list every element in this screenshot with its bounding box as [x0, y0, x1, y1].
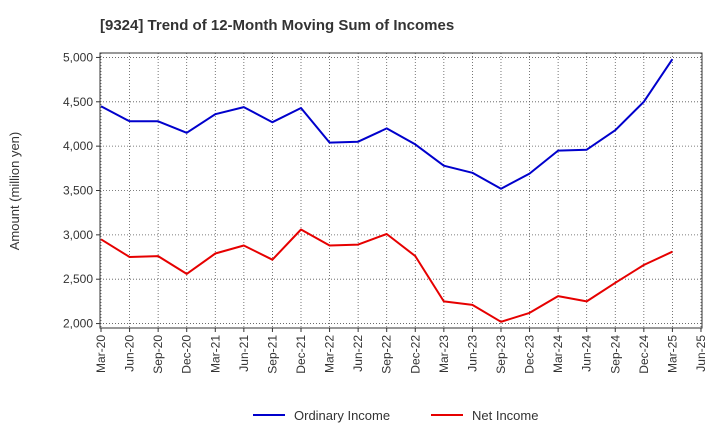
- y-tick-label: 4,500: [63, 95, 93, 109]
- x-tick-label: Jun-20: [123, 335, 137, 372]
- x-tick-label: Mar-25: [665, 335, 679, 373]
- grid-lines: [100, 53, 702, 328]
- x-tick-label: Sep-24: [608, 335, 622, 374]
- x-tick-label: Mar-22: [323, 335, 337, 373]
- x-tick-label: Dec-20: [180, 335, 194, 374]
- y-axis-ticks: 2,000 2,500 3,000 3,500 4,000 4,500 5,000: [63, 50, 100, 331]
- x-tick-label: Mar-20: [94, 335, 108, 373]
- x-tick-label: Sep-21: [265, 335, 279, 374]
- y-axis-label: Amount (million yen): [7, 132, 22, 251]
- x-tick-label: Jun-24: [580, 335, 594, 372]
- x-tick-label: Dec-21: [294, 335, 308, 374]
- series-line-net-income: [100, 228, 673, 323]
- plot-frame: [99, 52, 703, 329]
- x-tick-label: Mar-24: [551, 335, 565, 373]
- legend-label-net-income: Net Income: [472, 408, 538, 423]
- series-lines: [100, 58, 674, 323]
- x-tick-label: Jun-22: [351, 335, 365, 372]
- x-tick-label: Dec-23: [523, 335, 537, 374]
- x-tick-label: Jun-23: [465, 335, 479, 372]
- x-tick-label: Jun-25: [694, 335, 708, 372]
- chart-title: [9324] Trend of 12-Month Moving Sum of I…: [100, 17, 454, 34]
- x-tick-label: Mar-23: [437, 335, 451, 373]
- x-tick-label: Jun-21: [237, 335, 251, 372]
- x-tick-label: Sep-20: [151, 335, 165, 374]
- x-axis-ticks: Mar-20 Jun-20 Sep-20 Dec-20 Mar-21 Jun-21 Sep-…: [94, 328, 708, 374]
- x-tick-label: Dec-22: [408, 335, 422, 374]
- x-tick-label: Dec-24: [637, 335, 651, 374]
- x-tick-label: Sep-23: [494, 335, 508, 374]
- legend: Ordinary Income Net Income: [253, 408, 538, 423]
- y-tick-label: 3,000: [63, 228, 93, 242]
- legend-label-ordinary-income: Ordinary Income: [294, 408, 390, 423]
- x-tick-label: Sep-22: [380, 335, 394, 374]
- y-tick-label: 2,500: [63, 272, 93, 286]
- y-tick-label: 2,000: [63, 317, 93, 331]
- series-line-ordinary-income: [100, 58, 674, 190]
- y-tick-label: 4,000: [63, 139, 93, 153]
- y-tick-label: 5,000: [63, 50, 93, 64]
- x-tick-label: Mar-21: [208, 335, 222, 373]
- y-tick-label: 3,500: [63, 184, 93, 198]
